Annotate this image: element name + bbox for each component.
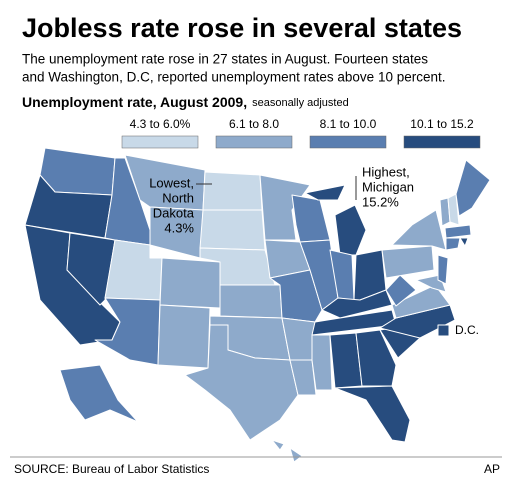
state xyxy=(437,324,450,337)
annotation-line: Dakota xyxy=(153,205,195,220)
legend-title-text: Unemployment rate, August 2009, xyxy=(22,94,247,110)
subtitle-line: and Washington, D.C, reported unemployme… xyxy=(22,70,446,85)
state xyxy=(445,237,461,251)
legend-note: seasonally adjusted xyxy=(252,97,349,109)
state xyxy=(202,171,263,211)
legend-label: 6.1 to 8.0 xyxy=(229,117,279,131)
state xyxy=(334,204,367,256)
state xyxy=(271,439,285,451)
legend-label: 10.1 to 15.2 xyxy=(410,117,474,131)
state xyxy=(259,174,311,241)
credit: AP xyxy=(484,462,500,476)
legend-swatch xyxy=(121,135,199,149)
legend-title: Unemployment rate, August 2009, seasonall… xyxy=(22,94,349,110)
state xyxy=(355,329,397,387)
annotation-line: Lowest, xyxy=(149,175,194,190)
legend-label: 8.1 to 10.0 xyxy=(320,117,377,131)
annotation-line: North xyxy=(162,190,194,205)
state xyxy=(304,184,346,201)
annotation-line: Michigan xyxy=(362,179,414,194)
state xyxy=(219,284,283,319)
state xyxy=(59,364,139,423)
dc-label: D.C. xyxy=(455,323,479,337)
annotation-line: Highest, xyxy=(362,164,410,179)
state xyxy=(444,224,472,239)
state xyxy=(385,274,417,307)
state xyxy=(459,237,469,247)
state xyxy=(289,447,303,463)
state xyxy=(159,257,221,309)
state xyxy=(455,159,491,217)
state xyxy=(334,385,411,443)
state xyxy=(184,324,299,441)
annotation-line: 15.2% xyxy=(362,194,399,209)
state xyxy=(437,254,449,285)
annotation-line: 4.3% xyxy=(164,220,194,235)
state xyxy=(157,304,211,369)
state xyxy=(199,209,266,251)
state xyxy=(311,309,397,336)
state xyxy=(289,359,317,396)
state xyxy=(391,284,451,319)
state xyxy=(391,209,447,251)
legend-swatch xyxy=(403,135,481,149)
source: SOURCE: Bureau of Labor Statistics xyxy=(14,462,209,476)
state xyxy=(311,334,333,391)
legend-swatch xyxy=(309,135,387,149)
title: Jobless rate rose in several states xyxy=(22,13,462,43)
state xyxy=(447,193,460,226)
legend-swatch xyxy=(215,135,293,149)
state xyxy=(381,245,435,279)
legend: 4.3 to 6.0% 6.1 to 8.0 8.1 to 10.0 10.1 to … xyxy=(121,117,481,149)
subtitle-line: The unemployment rate rose in 27 states … xyxy=(22,52,428,67)
states xyxy=(24,147,491,463)
legend-label: 4.3 to 6.0% xyxy=(130,117,191,131)
